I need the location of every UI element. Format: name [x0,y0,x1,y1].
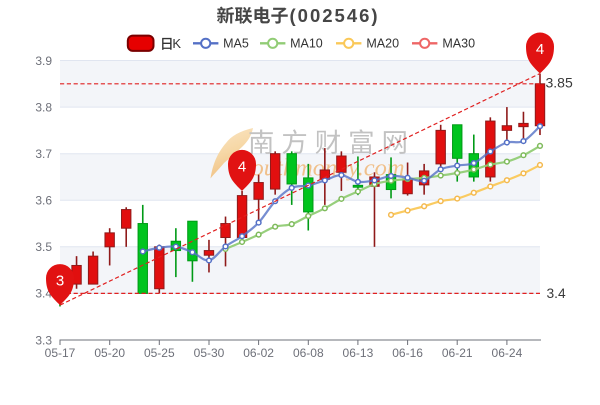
svg-text:(002546): (002546) [290,5,380,26]
svg-text:MA5: MA5 [223,37,249,51]
svg-text:K: K [172,36,181,51]
svg-text:05-30: 05-30 [194,346,225,360]
svg-text:05-25: 05-25 [144,346,175,360]
svg-text:06-08: 06-08 [293,346,324,360]
svg-text:3.85: 3.85 [546,75,573,91]
svg-text:3.6: 3.6 [35,194,52,208]
svg-text:4: 4 [238,158,246,175]
svg-text:06-24: 06-24 [492,346,523,360]
svg-text:MA20: MA20 [366,37,399,51]
svg-text:MA10: MA10 [290,37,323,51]
svg-text:3.7: 3.7 [35,147,52,161]
svg-text:05-20: 05-20 [94,346,125,360]
svg-text:06-13: 06-13 [343,346,374,360]
svg-text:3: 3 [56,273,64,290]
svg-text:4: 4 [536,41,544,58]
svg-text:05-17: 05-17 [45,346,76,360]
svg-text:06-16: 06-16 [392,346,423,360]
svg-text:MA30: MA30 [442,37,475,51]
svg-text:3.3: 3.3 [35,333,52,347]
svg-text:3.4: 3.4 [547,286,567,301]
svg-text:06-21: 06-21 [442,346,473,360]
svg-text:06-02: 06-02 [243,346,274,360]
svg-text:3.8: 3.8 [35,100,52,114]
svg-text:3.9: 3.9 [35,54,52,68]
svg-text:3.5: 3.5 [35,240,52,254]
